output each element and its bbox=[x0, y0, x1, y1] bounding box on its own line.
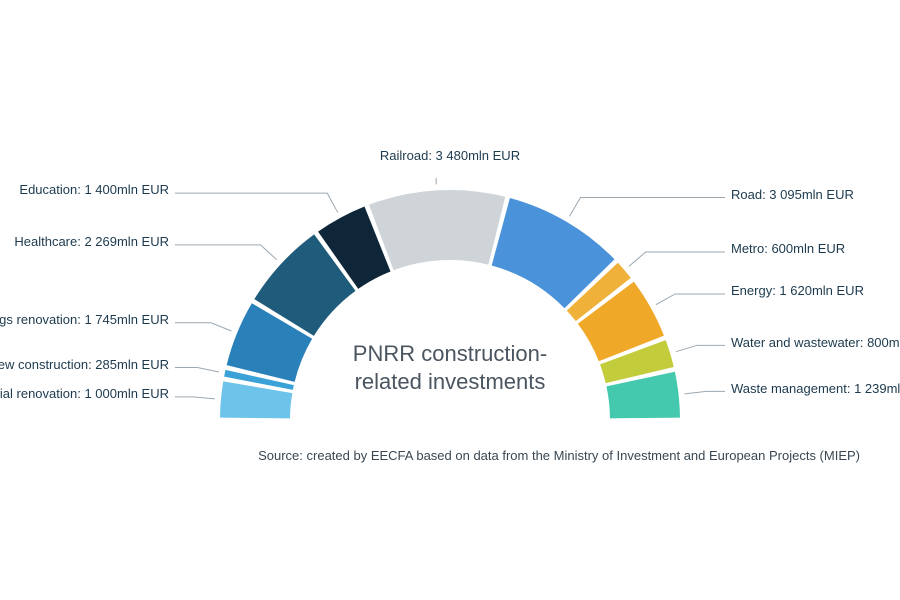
segment-label: Public buildings renovation: 1 745mln EU… bbox=[0, 313, 169, 327]
leader-line bbox=[656, 294, 725, 305]
leader-line bbox=[629, 252, 725, 266]
chart-source-note: Source: created by EECFA based on data f… bbox=[258, 448, 860, 463]
leader-line bbox=[676, 345, 725, 351]
segment-label: Energy: 1 620mln EUR bbox=[731, 284, 864, 298]
chart-center-title: PNRR construction-related investments bbox=[300, 340, 600, 395]
leader-line bbox=[175, 193, 338, 212]
leader-line bbox=[569, 197, 725, 216]
segment-label: Water and wastewater: 800mln EUR bbox=[731, 336, 900, 350]
segment-label: Metro: 600mln EUR bbox=[731, 242, 845, 256]
segment-label: Residential renovation: 1 000mln EUR bbox=[0, 387, 169, 401]
leader-line bbox=[685, 391, 725, 393]
segment-label: Healthcare: 2 269mln EUR bbox=[14, 235, 169, 249]
segment-label: Residential new construction: 285mln EUR bbox=[0, 358, 169, 372]
leader-line bbox=[175, 368, 219, 372]
leader-line bbox=[175, 397, 215, 399]
donut-segment bbox=[369, 190, 505, 270]
segment-label: Railroad: 3 480mln EUR bbox=[0, 149, 900, 163]
chart-container: PNRR construction-related investments So… bbox=[0, 0, 900, 600]
leader-line bbox=[175, 245, 277, 260]
segment-label: Education: 1 400mln EUR bbox=[19, 183, 169, 197]
segment-label: Waste management: 1 239mln EUR bbox=[731, 382, 900, 396]
leader-line bbox=[175, 323, 231, 331]
half-donut-chart bbox=[0, 0, 900, 600]
segment-label: Road: 3 095mln EUR bbox=[731, 188, 854, 202]
